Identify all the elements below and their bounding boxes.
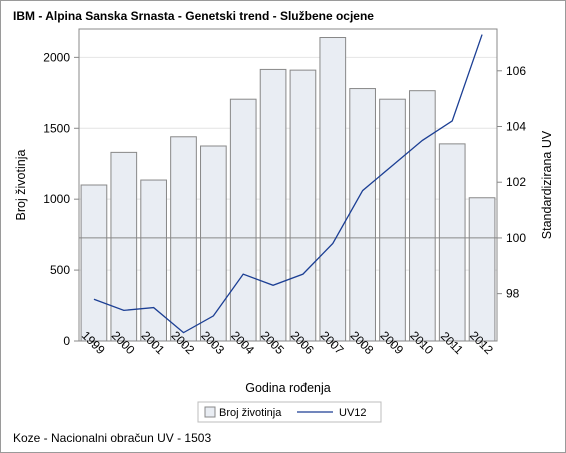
- bar: [289, 69, 317, 342]
- bar: [200, 145, 227, 342]
- bar: [468, 197, 496, 342]
- y2-tick-label: 104: [506, 120, 526, 134]
- plot-area-border: [78, 28, 498, 342]
- y-tick-label: 1500: [43, 121, 70, 135]
- bar: [349, 88, 376, 342]
- uv12-series-line: [93, 34, 483, 334]
- legend-bar-swatch: [204, 406, 216, 418]
- legend-box: [197, 401, 382, 423]
- bar: [140, 179, 167, 342]
- y2-tick-label: 98: [506, 287, 520, 301]
- y-tick-label: 1000: [43, 192, 70, 206]
- bar: [379, 98, 406, 342]
- footnote: Koze - Nacionalni obračun UV - 1503: [13, 431, 212, 445]
- bar: [110, 151, 138, 342]
- bars: [80, 37, 496, 342]
- bar: [409, 90, 436, 342]
- bar: [229, 98, 257, 342]
- y-tick-label: 500: [50, 263, 70, 277]
- left-axis: 0 500 1000 1500 2000: [43, 50, 79, 348]
- y-axis-title: Broj životinja: [14, 150, 28, 221]
- bar: [259, 68, 287, 342]
- uv-line-layer: [93, 34, 483, 334]
- bar: [319, 37, 347, 342]
- y2-axis-title: Standardizirana UV: [540, 130, 554, 239]
- legend: Broj životinja UV12: [197, 401, 382, 423]
- legend-item-line: UV12: [339, 407, 367, 419]
- y-tick-label: 0: [63, 334, 70, 348]
- right-axis: 98 100 102 104 106: [497, 64, 526, 301]
- legend-item-bars: Broj životinja: [219, 407, 282, 419]
- y2-tick-label: 100: [506, 231, 526, 245]
- chart-title: IBM - Alpina Sanska Srnasta - Genetski t…: [13, 9, 374, 23]
- y-tick-label: 2000: [43, 50, 70, 64]
- bar: [170, 136, 197, 342]
- bar: [80, 184, 108, 342]
- bar: [438, 143, 466, 342]
- y2-tick-label: 106: [506, 64, 526, 78]
- x-axis-title: Godina rođenja: [245, 381, 331, 395]
- y2-tick-label: 102: [506, 175, 526, 189]
